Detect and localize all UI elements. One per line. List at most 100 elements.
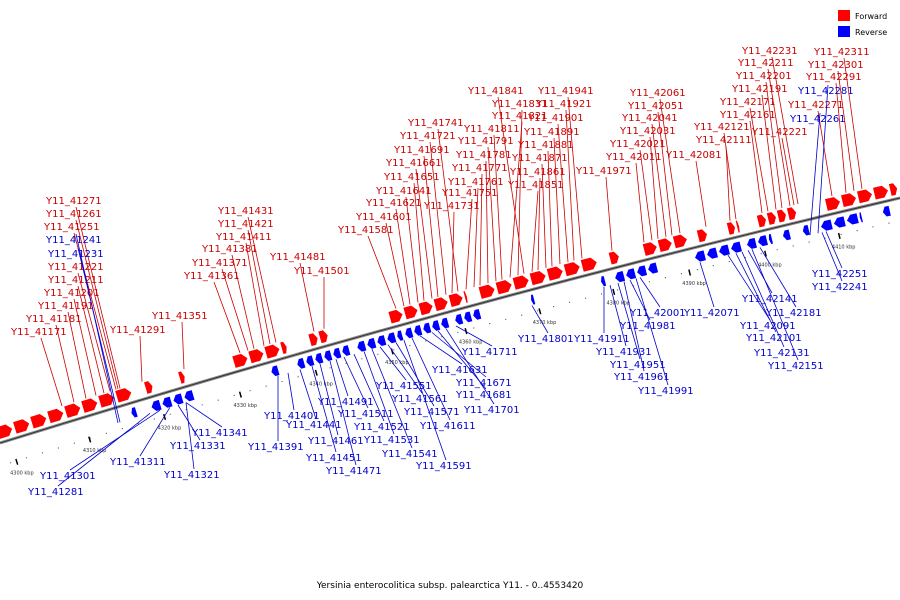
forward-gene-block-25 xyxy=(529,271,546,286)
reverse-gene-label: Y11_42101 xyxy=(745,333,802,344)
forward-gene-label-group: Y11_41851 xyxy=(507,180,564,272)
label-leader-line xyxy=(245,242,265,346)
minor-tick xyxy=(856,230,858,232)
forward-gene-label-group: Y11_41581 xyxy=(337,225,397,309)
forward-gene-block-33 xyxy=(696,229,707,243)
minor-tick xyxy=(409,344,411,347)
legend-forward-label: Forward xyxy=(855,12,887,21)
label-leader-line xyxy=(319,363,339,436)
scale-tick-mark xyxy=(162,413,167,421)
reverse-gene-label-group: Y11_41511 xyxy=(337,356,394,420)
label-leader-line xyxy=(57,412,151,487)
reverse-gene-block-28 xyxy=(626,268,637,280)
forward-gene-label-group: Y11_42041 xyxy=(621,113,678,237)
figure-caption: Yersinia enterocolitica subsp. palearcti… xyxy=(316,581,584,591)
forward-gene-label-group: Y11_41771 xyxy=(451,163,508,286)
reverse-gene-label-group: Y11_42251 xyxy=(811,231,868,280)
label-leader-line xyxy=(437,128,459,292)
label-leader-line xyxy=(77,247,121,423)
label-leader-line xyxy=(403,340,447,461)
reverse-gene-block-10 xyxy=(333,347,342,359)
forward-gene-label-group: Y11_41261 xyxy=(45,209,119,389)
forward-gene-block-7 xyxy=(115,388,132,403)
reverse-gene-label: Y11_42261 xyxy=(789,114,846,125)
label-leader-line xyxy=(429,141,447,295)
scale-tick-label: 4370 kbp xyxy=(533,320,557,326)
reverse-gene-block-36 xyxy=(758,235,768,247)
forward-gene-label: Y11_42231 xyxy=(741,46,798,57)
minor-tick xyxy=(297,376,299,378)
forward-gene-label: Y11_41361 xyxy=(183,271,240,282)
reverse-gene-block-27 xyxy=(615,271,626,283)
forward-gene-label-group: Y11_41871 xyxy=(511,153,568,268)
reverse-gene-label-group: Y11_41671 xyxy=(431,332,512,389)
forward-gene-label-group: Y11_41661 xyxy=(385,158,442,299)
label-leader-line xyxy=(299,262,315,332)
forward-gene-label-group: Y11_42061 xyxy=(629,88,686,234)
forward-gene-label: Y11_42051 xyxy=(627,101,684,112)
forward-gene-block-9 xyxy=(178,371,185,384)
reverse-gene-block-41 xyxy=(833,216,846,228)
forward-gene-label: Y11_41721 xyxy=(399,131,456,142)
label-leader-line xyxy=(75,233,119,423)
reverse-gene-label-group: Y11_41281 xyxy=(27,412,151,498)
forward-gene-label-group: Y11_42221 xyxy=(751,127,808,206)
reverse-gene-label: Y11_41681 xyxy=(455,390,512,401)
minor-tick xyxy=(233,394,235,396)
label-leader-line xyxy=(221,268,249,351)
forward-gene-block-37 xyxy=(766,212,776,225)
reverse-gene-block-18 xyxy=(414,325,423,336)
minor-tick xyxy=(73,442,75,444)
forward-gene-block-1 xyxy=(13,419,30,434)
reverse-gene-label: Y11_42141 xyxy=(741,294,798,305)
forward-gene-label-group: Y11_42171 xyxy=(719,97,776,212)
forward-gene-label: Y11_42161 xyxy=(719,110,776,121)
forward-gene-label-group: Y11_41211 xyxy=(47,275,105,394)
minor-tick xyxy=(377,353,379,355)
label-leader-line xyxy=(75,219,119,389)
forward-gene-label: Y11_41821 xyxy=(491,111,548,122)
reverse-gene-label-group: Y11_42151 xyxy=(751,249,824,372)
label-leader-line xyxy=(77,272,111,392)
reverse-gene-block-12 xyxy=(357,340,367,352)
minor-tick xyxy=(393,349,395,351)
forward-gene-label-group: Y11_41291 xyxy=(109,325,166,382)
forward-gene-label: Y11_41691 xyxy=(393,145,450,156)
forward-gene-label-group: Y11_42201 xyxy=(735,71,792,209)
forward-gene-label-group: Y11_41821 xyxy=(491,111,548,278)
label-leader-line xyxy=(725,145,731,221)
reverse-gene-block-39 xyxy=(802,224,810,236)
scale-tick-label: 4340 kbp xyxy=(309,381,333,387)
forward-gene-label-group: Y11_41191 xyxy=(37,301,94,399)
label-leader-line xyxy=(493,134,503,280)
forward-gene-label-group: Y11_42011 xyxy=(605,152,662,243)
forward-gene-block-15 xyxy=(318,330,328,344)
forward-gene-label-group: Y11_41921 xyxy=(535,99,592,261)
reverse-gene-label-group: Y11_41931 xyxy=(595,284,652,358)
forward-gene-block-4 xyxy=(64,403,81,418)
label-leader-line xyxy=(287,372,295,411)
forward-gene-label-group: Y11_42121 xyxy=(693,122,750,220)
forward-gene-block-44 xyxy=(888,183,898,196)
reverse-gene-label: Y11_41281 xyxy=(27,487,84,498)
forward-gene-block-3 xyxy=(47,408,64,424)
minor-tick xyxy=(760,253,762,255)
label-leader-line xyxy=(639,149,653,241)
forward-gene-label: Y11_41831 xyxy=(491,99,548,110)
label-leader-line xyxy=(735,253,777,333)
label-leader-line xyxy=(371,348,413,449)
forward-gene-label: Y11_41661 xyxy=(385,158,442,169)
forward-gene-block-34 xyxy=(726,222,735,235)
forward-gene-block-32 xyxy=(672,234,687,249)
reverse-gene-block-5 xyxy=(271,365,280,377)
reverse-gene-label-group: Y11_41961 xyxy=(613,281,670,383)
label-leader-line xyxy=(781,137,795,206)
reverse-gene-label-group: Y11_41701 xyxy=(445,328,520,416)
forward-gene-label-group: Y11_41891 xyxy=(523,127,580,265)
minor-tick xyxy=(25,457,28,459)
label-leader-line xyxy=(541,163,547,268)
label-leader-line xyxy=(139,335,143,382)
forward-gene-label: Y11_41871 xyxy=(511,153,568,164)
forward-gene-label-group: Y11_41971 xyxy=(575,166,632,251)
forward-gene-label: Y11_41741 xyxy=(407,118,464,129)
